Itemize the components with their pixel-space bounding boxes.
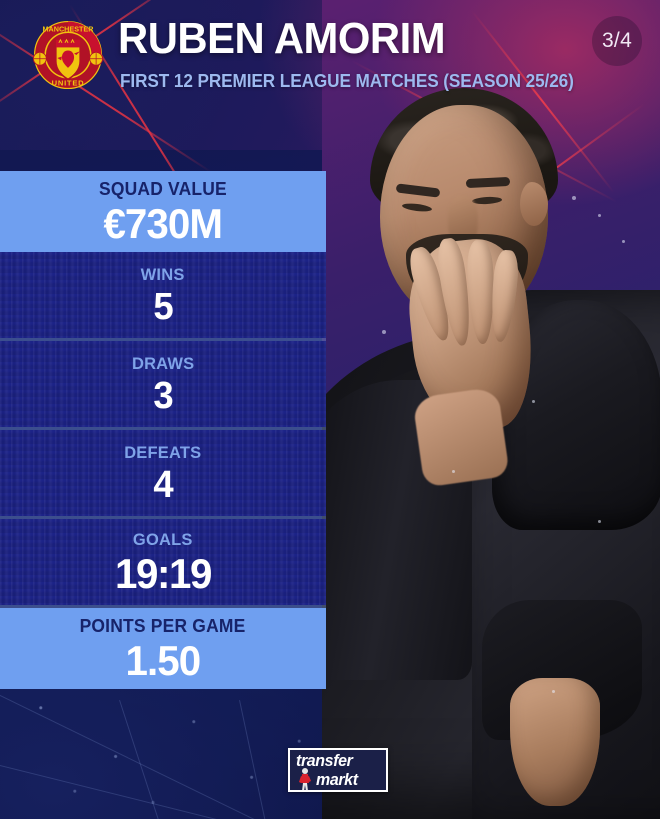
stat-row-defeats: DEFEATS 4 xyxy=(0,430,326,516)
stat-row-squad-value: SQUAD VALUE €730M xyxy=(0,171,326,252)
ruben-amorim-photo xyxy=(322,0,660,819)
svg-text:UNITED: UNITED xyxy=(52,78,85,87)
stat-row-goals: GOALS 19:19 xyxy=(0,519,326,605)
stat-row-wins: WINS 5 xyxy=(0,252,326,338)
photo-snow-fleck xyxy=(622,240,625,243)
photo-snow-fleck xyxy=(552,690,555,693)
transfermarkt-figure-icon xyxy=(296,767,314,790)
photo-lower-hand xyxy=(510,678,600,806)
svg-text:MANCHESTER: MANCHESTER xyxy=(43,24,95,33)
stat-row-draws: DRAWS 3 xyxy=(0,341,326,427)
manchester-united-crest-icon: MANCHESTER UNITED xyxy=(30,17,106,93)
stat-label: SQUAD VALUE xyxy=(99,178,227,199)
logo-line-1: transfer xyxy=(296,751,353,770)
stat-value: 1.50 xyxy=(125,636,202,684)
logo-line-2: markt xyxy=(316,770,358,789)
stats-panel: SQUAD VALUE €730M WINS 5 DRAWS 3 DEFEATS… xyxy=(0,171,326,689)
stat-label: POINTS PER GAME xyxy=(80,615,246,636)
photo-snow-fleck xyxy=(598,214,601,217)
stat-value: 3 xyxy=(153,374,173,417)
stat-value: 4 xyxy=(153,463,173,506)
stat-label: GOALS xyxy=(133,529,193,549)
stat-label: DEFEATS xyxy=(124,442,202,462)
stat-divider xyxy=(0,605,326,608)
stat-label: DRAWS xyxy=(131,353,195,373)
stat-value: 19:19 xyxy=(115,549,212,597)
stat-value: €730M xyxy=(103,199,223,247)
page-subtitle: FIRST 12 PREMIER LEAGUE MATCHES (SEASON … xyxy=(120,71,574,91)
page-indicator[interactable]: 3/4 xyxy=(592,16,642,66)
transfermarkt-logo[interactable]: transfer markt xyxy=(288,748,388,792)
photo-snow-fleck xyxy=(572,196,576,200)
stat-divider xyxy=(0,338,326,341)
stat-value: 5 xyxy=(153,285,173,328)
photo-wrist xyxy=(412,386,510,488)
stat-divider xyxy=(0,427,326,430)
page-title: RUBEN AMORIM xyxy=(118,14,446,63)
photo-ear xyxy=(520,182,548,226)
photo-snow-fleck xyxy=(598,520,601,523)
stat-divider xyxy=(0,516,326,519)
stat-row-points-per-game: POINTS PER GAME 1.50 xyxy=(0,608,326,689)
header: MANCHESTER UNITED RUBEN AMORIM FIRST 12 … xyxy=(0,0,660,104)
photo-snow-fleck xyxy=(382,330,386,334)
stat-label: WINS xyxy=(141,264,185,284)
background-speckle-texture xyxy=(0,680,340,819)
photo-snow-fleck xyxy=(452,470,455,473)
photo-snow-fleck xyxy=(532,400,535,403)
